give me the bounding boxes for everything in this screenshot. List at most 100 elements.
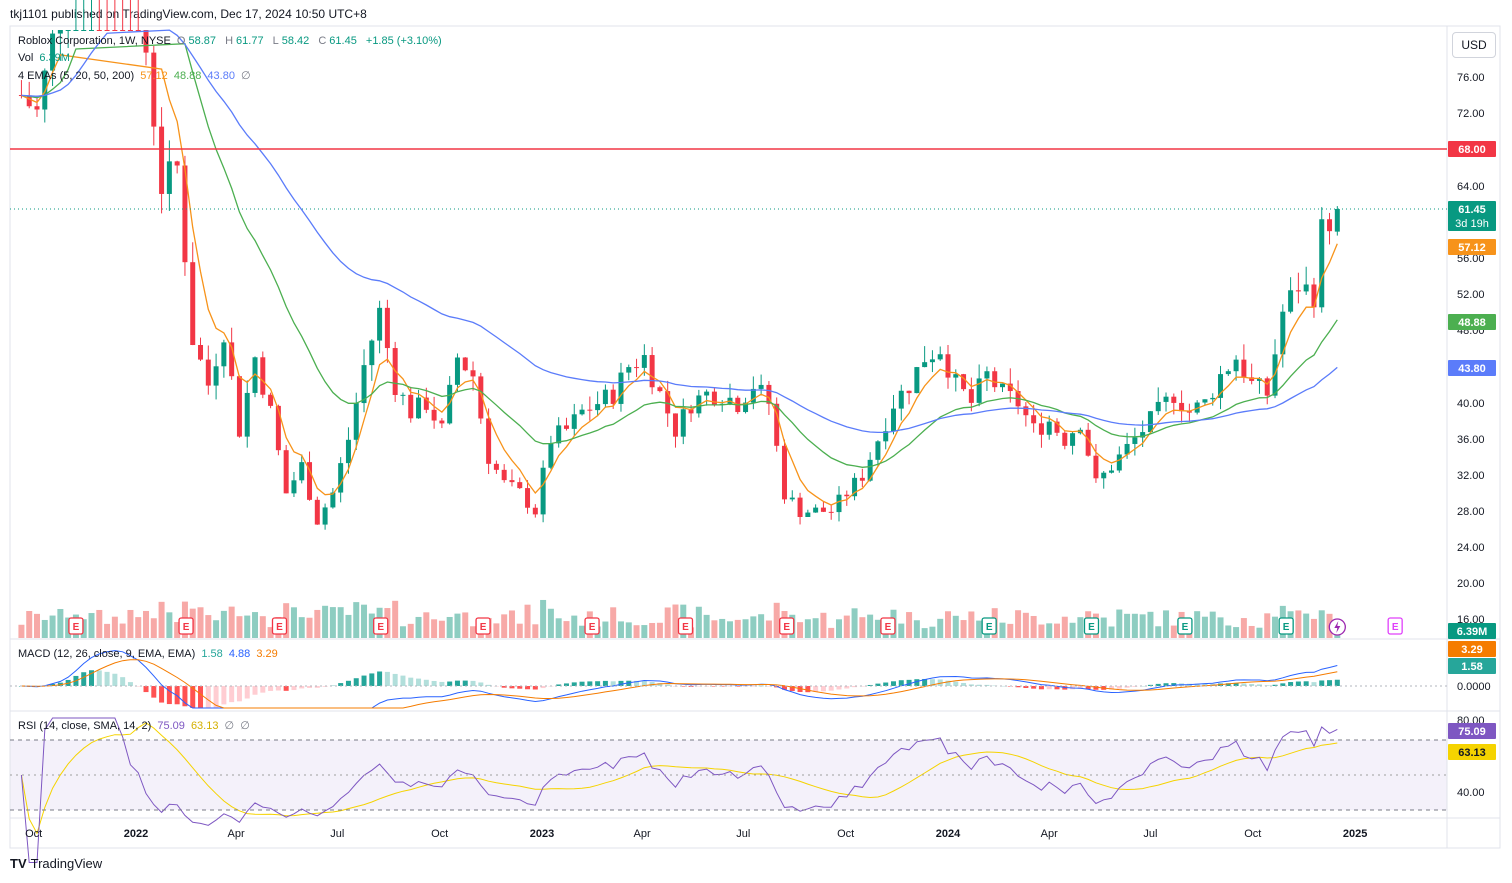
- candle-body: [626, 367, 632, 373]
- price-pane[interactable]: [10, 26, 1447, 638]
- volume-bar: [1100, 617, 1107, 638]
- earnings-marker-label: E: [1182, 622, 1189, 633]
- volume-bar: [1225, 625, 1232, 638]
- volume-bar: [672, 604, 679, 638]
- candle-body: [1171, 396, 1177, 403]
- earnings-marker-label: E: [885, 622, 892, 633]
- price-tick-label: 36.00: [1457, 434, 1485, 446]
- candle-body: [1038, 423, 1044, 435]
- volume-bar: [952, 615, 959, 638]
- candle-body: [1319, 219, 1325, 308]
- macd-hist-bar: [1264, 685, 1270, 686]
- ema5-badge-box: [1448, 239, 1496, 255]
- rsi-band1: ∅: [224, 720, 235, 732]
- volume-bar: [804, 619, 811, 638]
- candle-body: [1225, 371, 1231, 375]
- earnings-marker-label: E: [183, 622, 190, 633]
- volume-legend[interactable]: Vol 6.39M: [18, 52, 73, 64]
- tradingview-brand[interactable]: ⁠TV TradingView: [10, 856, 102, 871]
- macd-hist-bar: [587, 681, 593, 686]
- candle-body: [408, 394, 414, 419]
- earnings-marker-box: [475, 617, 491, 635]
- earnings-marker: E: [373, 617, 389, 635]
- currency-button[interactable]: USD: [1452, 32, 1496, 58]
- macd-hist-bar: [151, 686, 157, 698]
- macd-legend[interactable]: MACD (12, 26, close, 9, EMA, EMA) 1.58 4…: [18, 648, 281, 660]
- earnings-marker-label: E: [589, 622, 596, 633]
- last-price-badge-text: 61.45: [1458, 204, 1486, 216]
- volume-bar: [547, 608, 554, 638]
- price-badges: 68.00 61.45 3d 19h 57.12 48.88 43.80 6.39M 3.29…: [1448, 141, 1496, 760]
- candle-body: [1194, 402, 1200, 413]
- symbol-label[interactable]: Roblox Corporation, 1W, NYSE: [18, 35, 171, 47]
- candle-body: [283, 450, 289, 494]
- candle-body: [1109, 470, 1115, 473]
- ema-legend[interactable]: 4 EMAs (5, 20, 50, 200) 57.12 48.88 43.8…: [18, 69, 254, 82]
- candle-body: [890, 408, 896, 432]
- macd-hist-bar: [968, 684, 974, 686]
- time-tick-label: 2024: [936, 828, 961, 840]
- price-tick-label: 52.00: [1457, 289, 1485, 301]
- macd-hist-bar: [353, 678, 359, 686]
- volume-bar: [508, 610, 515, 638]
- volume-bar: [236, 616, 243, 638]
- candle-body: [89, 30, 95, 31]
- macd-hist-bar: [595, 681, 601, 686]
- ohlc-high: H 61.77: [225, 35, 264, 47]
- volume-bar: [322, 605, 329, 638]
- macd-hist-bar: [1140, 685, 1146, 687]
- earnings-marker: E: [779, 617, 795, 635]
- time-tick-label: Jul: [736, 828, 750, 840]
- macd-hist-bar: [229, 686, 235, 703]
- candle-body: [525, 488, 531, 508]
- rsi-ma-value: 63.13: [190, 720, 219, 732]
- candle-body: [618, 372, 624, 404]
- ema-label: 4 EMAs (5, 20, 50, 200): [18, 70, 135, 82]
- macd-hist-bar: [1015, 686, 1021, 688]
- macd-hist-bar: [1031, 686, 1037, 689]
- price-tick-label: 32.00: [1457, 470, 1485, 482]
- candle-body: [1085, 429, 1091, 456]
- earnings-marker-box: [68, 617, 84, 635]
- lightning-icon-glyph: [1334, 621, 1341, 633]
- macd-signal-badge-box: [1448, 641, 1496, 657]
- last-price-badge-box: [1448, 201, 1496, 231]
- candle-body: [1202, 399, 1208, 403]
- volume-bar: [1147, 611, 1154, 638]
- candle-body: [813, 507, 819, 513]
- candle-body: [112, 30, 118, 31]
- rsi-legend[interactable]: RSI (14, close, SMA, 14, 2) 75.09 63.13 …: [18, 719, 253, 732]
- macd-hist-bar: [1233, 682, 1239, 686]
- volume-bar: [353, 602, 360, 638]
- macd-hist-bar: [711, 686, 717, 687]
- candle-body: [820, 507, 826, 512]
- volume-bar: [49, 615, 56, 638]
- candle-body: [174, 161, 180, 166]
- volume-bar: [26, 611, 33, 638]
- volume-bar: [1054, 623, 1061, 638]
- volume-bar: [65, 617, 72, 638]
- time-tick-label: Jul: [1143, 828, 1157, 840]
- candle-body: [563, 425, 569, 429]
- rsi-ma-badge: 63.13: [1448, 744, 1496, 760]
- candle-body: [1264, 378, 1270, 396]
- candle-body: [252, 357, 258, 393]
- macd-hist-bar: [898, 680, 904, 686]
- candle-body: [540, 467, 546, 515]
- main-legend[interactable]: Roblox Corporation, 1W, NYSE O 58.87 H 61.…: [18, 35, 445, 47]
- candle-body: [229, 342, 235, 377]
- candle-body: [96, 30, 102, 31]
- candle-body: [104, 30, 110, 31]
- macd-hist-bar: [462, 680, 468, 686]
- macd-hist-bar: [260, 686, 266, 693]
- macd-hist-bar: [190, 686, 196, 708]
- macd-hist-bar: [1046, 686, 1052, 690]
- price-tick-label: 24.00: [1457, 542, 1485, 554]
- macd-hist-badge-text: 1.58: [1461, 661, 1482, 673]
- macd-hist-bar: [89, 670, 95, 686]
- volume-bar: [205, 615, 212, 638]
- macd-hist-bar: [1093, 686, 1099, 690]
- macd-hist-bar: [657, 683, 663, 686]
